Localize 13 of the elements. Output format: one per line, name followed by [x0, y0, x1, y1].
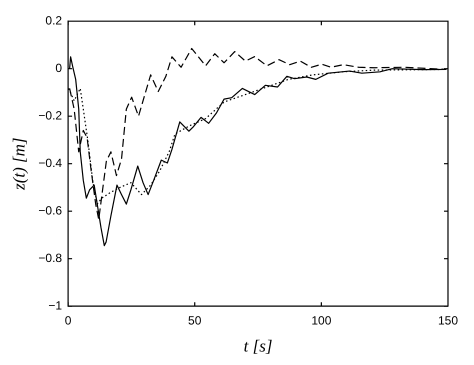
x-axis-title: t [s]: [244, 336, 272, 356]
x-tick-label: 50: [188, 314, 202, 328]
x-tick-label: 100: [311, 314, 332, 328]
y-tick-label: 0: [55, 61, 62, 76]
y-tick-label: −1: [48, 298, 62, 313]
x-tick-label: 150: [438, 314, 458, 328]
y-tick-label: 0.2: [45, 14, 62, 28]
y-tick-label: −0.8: [38, 251, 62, 266]
y-tick-label: −0.2: [38, 108, 62, 123]
y-tick-label: −0.6: [38, 204, 62, 218]
y-tick-label: −0.4: [38, 156, 62, 170]
y-axis-title: z(t) [m]: [10, 137, 29, 191]
x-tick-label: 0: [64, 314, 72, 328]
